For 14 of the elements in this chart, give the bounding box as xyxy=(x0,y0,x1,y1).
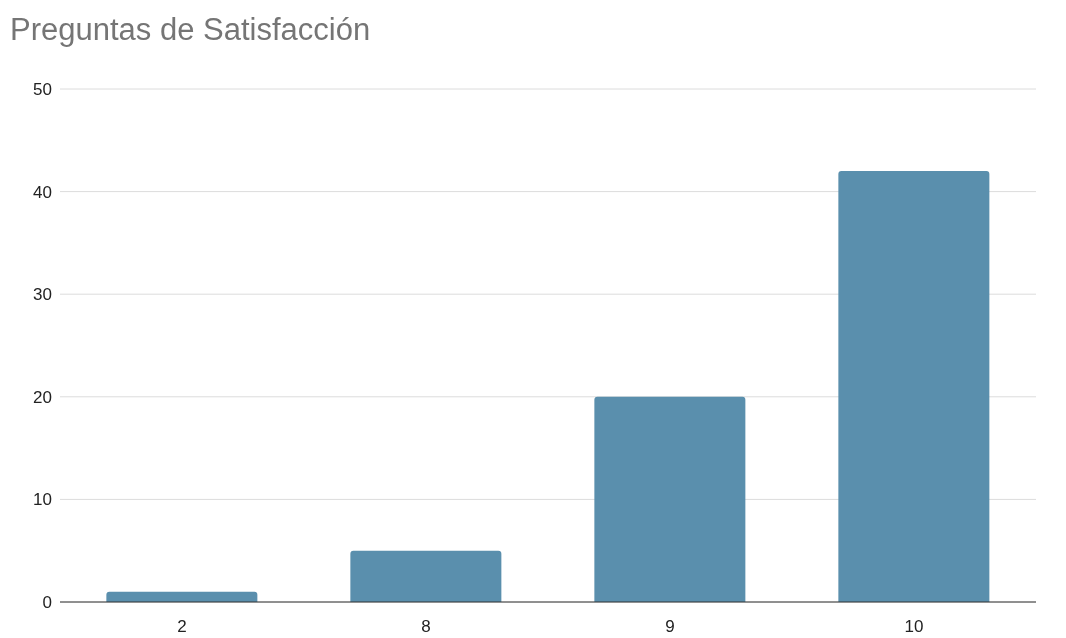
bar xyxy=(838,171,990,602)
y-tick-label: 40 xyxy=(33,182,52,202)
y-tick-label: 0 xyxy=(42,593,52,613)
chart-title: Preguntas de Satisfacción xyxy=(10,12,371,48)
y-tick-label: 50 xyxy=(33,80,52,100)
x-tick-label: 8 xyxy=(421,617,431,637)
x-tick-label: 9 xyxy=(665,617,675,637)
bar xyxy=(594,396,746,602)
y-tick-label: 20 xyxy=(33,387,52,407)
y-tick-label: 10 xyxy=(33,490,52,510)
y-tick-label: 30 xyxy=(33,285,52,305)
bar xyxy=(350,550,502,602)
x-tick-label: 2 xyxy=(177,617,187,637)
x-tick-label: 10 xyxy=(904,617,924,637)
